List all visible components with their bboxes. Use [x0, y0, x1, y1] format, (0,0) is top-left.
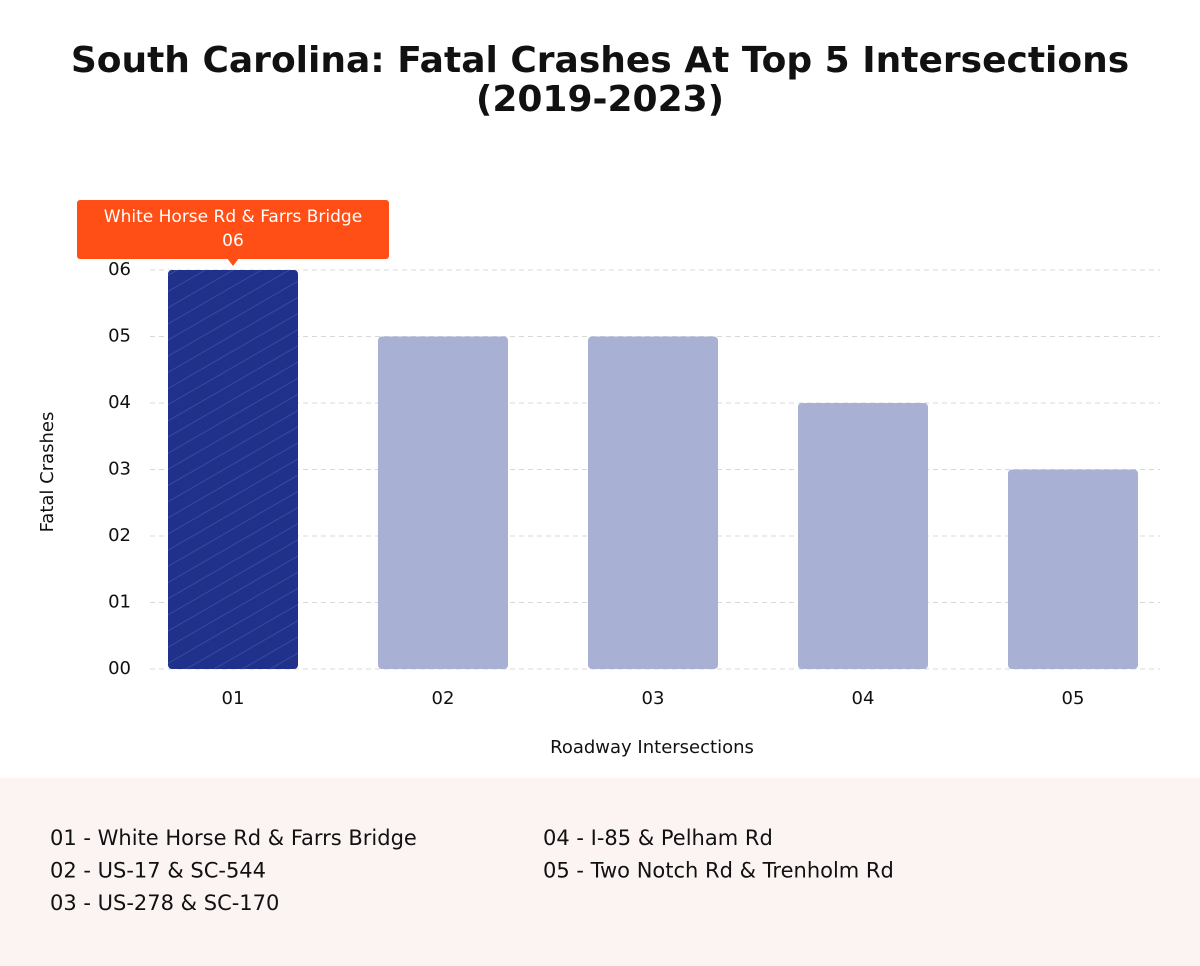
- bar-hatch: [168, 270, 298, 669]
- key-entry: 02 - US-17 & SC-544: [50, 859, 266, 883]
- chart-subtitle: (2019-2023): [476, 79, 724, 120]
- tooltip-title: White Horse Rd & Farrs Bridge: [104, 207, 362, 227]
- x-tick-label: 03: [642, 688, 665, 709]
- bar: [798, 403, 928, 669]
- key-entry: 01 - White Horse Rd & Farrs Bridge: [50, 826, 417, 850]
- x-axis-label: Roadway Intersections: [550, 737, 754, 758]
- key-panel: [0, 778, 1200, 966]
- y-tick-label: 03: [108, 459, 131, 480]
- x-tick-label: 01: [222, 688, 245, 709]
- y-tick-label: 02: [108, 525, 131, 546]
- y-tick-label: 04: [108, 392, 131, 413]
- y-tick-label: 01: [108, 592, 131, 613]
- y-tick-label: 06: [108, 259, 131, 280]
- bar: [588, 336, 718, 669]
- y-tick-label: 05: [108, 326, 131, 347]
- y-axis-label: Fatal Crashes: [37, 412, 58, 533]
- tooltip-pointer: [227, 258, 239, 266]
- tooltip-box: [77, 200, 389, 259]
- x-tick-label: 05: [1062, 688, 1085, 709]
- x-tick-label: 04: [852, 688, 875, 709]
- key-entry: 04 - I-85 & Pelham Rd: [543, 826, 773, 850]
- bar: [378, 336, 508, 669]
- key-entry: 05 - Two Notch Rd & Trenholm Rd: [543, 859, 894, 883]
- bar: [1008, 469, 1138, 669]
- y-tick-label: 00: [108, 658, 131, 679]
- chart-title: South Carolina: Fatal Crashes At Top 5 I…: [71, 40, 1129, 81]
- x-tick-label: 02: [432, 688, 455, 709]
- data-label: 06: [222, 231, 244, 251]
- key-entry: 03 - US-278 & SC-170: [50, 891, 279, 915]
